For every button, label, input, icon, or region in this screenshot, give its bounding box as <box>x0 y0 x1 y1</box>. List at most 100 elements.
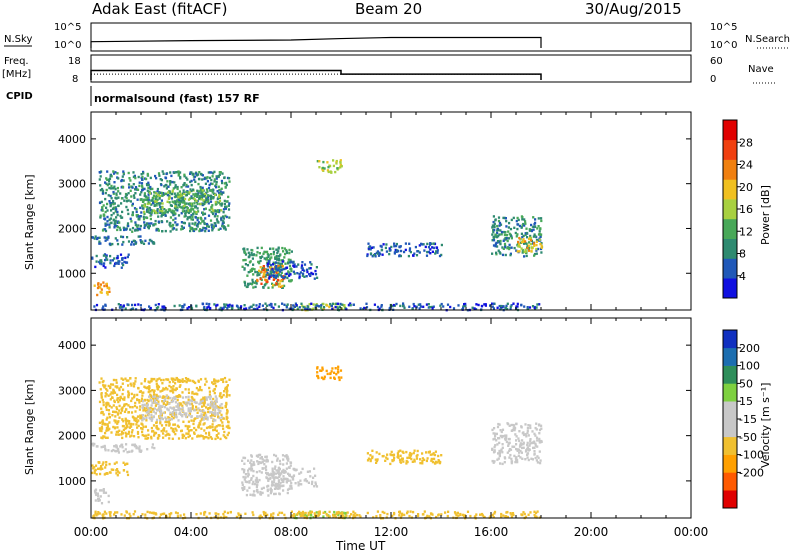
power-cell <box>154 223 157 226</box>
velocity-cell <box>168 384 171 388</box>
power-cell <box>297 263 300 266</box>
power-cell <box>285 306 288 309</box>
velocity-cell <box>148 511 151 514</box>
velocity-cell <box>172 380 175 383</box>
velocity-cell <box>146 437 149 440</box>
power-cell <box>108 290 111 293</box>
velocity-cell <box>178 412 181 416</box>
velocity-cell <box>300 471 303 474</box>
velocity-cell <box>116 398 119 402</box>
power-cell <box>419 303 422 306</box>
power-cell <box>107 236 110 239</box>
power-cell <box>155 227 158 231</box>
power-cell <box>309 267 312 270</box>
power-cell <box>134 303 137 307</box>
power-cell <box>210 206 213 209</box>
power-cell <box>138 184 141 188</box>
velocity-cell <box>98 512 101 515</box>
power-cell <box>382 243 385 246</box>
power-cell <box>420 242 423 246</box>
velocity-cell <box>168 433 171 437</box>
power-cell <box>208 225 211 228</box>
velocity-cell <box>187 409 190 412</box>
velocity-cell <box>120 433 123 436</box>
velocity-cell <box>242 456 245 459</box>
power-cell <box>174 217 177 220</box>
power-cell <box>385 250 388 253</box>
velocity-cell <box>421 452 424 455</box>
power-cell <box>236 305 239 308</box>
power-cell <box>198 194 201 198</box>
power-cell <box>370 246 373 249</box>
power-cell <box>525 227 528 230</box>
power-cell <box>199 202 202 206</box>
velocity-cell <box>536 455 539 458</box>
power-cell <box>210 189 213 192</box>
velocity-cell <box>177 406 180 409</box>
power-cell <box>131 230 134 233</box>
power-cell <box>260 246 263 250</box>
velocity-cell <box>193 398 196 402</box>
power-cell <box>95 260 98 263</box>
power-cell <box>413 305 416 308</box>
velocity-cell <box>203 513 206 516</box>
velocity-cell <box>314 515 317 518</box>
power-cell <box>347 303 350 307</box>
power-cell <box>498 224 501 227</box>
power-cell <box>446 303 450 306</box>
velocity-cell <box>104 449 107 452</box>
power-cell <box>523 242 526 245</box>
velocity-cell <box>219 437 222 441</box>
power-cell <box>125 228 128 231</box>
power-cell <box>291 261 295 264</box>
velocity-cell <box>536 461 539 464</box>
velocity-cell <box>297 512 300 515</box>
velocity-cell <box>326 372 329 376</box>
power-cell <box>190 189 193 193</box>
power-cell <box>190 171 193 174</box>
power-cell <box>213 178 216 181</box>
velocity-cell <box>181 396 185 399</box>
velocity-cell <box>352 515 355 518</box>
velocity-cell <box>507 437 510 441</box>
power-cell <box>248 253 251 257</box>
power-cell <box>126 255 129 259</box>
power-cell <box>188 224 191 227</box>
power-cell <box>134 192 137 195</box>
velocity-cell <box>522 446 525 449</box>
velocity-cell <box>522 511 525 514</box>
velocity-cell <box>212 403 215 406</box>
power-cell <box>225 215 228 219</box>
power-cell <box>149 306 152 310</box>
velocity-cell <box>417 513 420 516</box>
velocity-cell <box>203 400 206 403</box>
velocity-cell <box>144 409 147 413</box>
velocity-cell <box>125 462 128 466</box>
velocity-cell <box>168 380 171 384</box>
power-cell <box>172 187 175 190</box>
power-cell <box>341 303 344 306</box>
power-cell <box>189 180 192 184</box>
velocity-cell <box>256 488 259 492</box>
velocity-cell <box>140 382 143 385</box>
power-cell <box>159 206 162 209</box>
velocity-cell <box>114 426 117 429</box>
power-cell <box>116 228 119 232</box>
power-cell <box>524 220 527 223</box>
power-colorbar-swatch <box>723 238 737 259</box>
velocity-cell <box>510 515 513 519</box>
power-cell <box>303 269 306 272</box>
velocity-cell <box>98 461 101 464</box>
power-cell <box>179 175 182 179</box>
power-cell <box>170 197 173 200</box>
velocity-cell <box>328 510 331 514</box>
velocity-cell <box>210 437 214 440</box>
power-cell <box>527 307 530 311</box>
velocity-cell <box>266 473 269 476</box>
power-cell <box>520 232 523 235</box>
velocity-cell <box>106 428 109 431</box>
power-cell <box>132 194 136 197</box>
velocity-cell <box>196 415 199 418</box>
power-cell <box>193 194 196 198</box>
velocity-cell <box>221 406 224 410</box>
